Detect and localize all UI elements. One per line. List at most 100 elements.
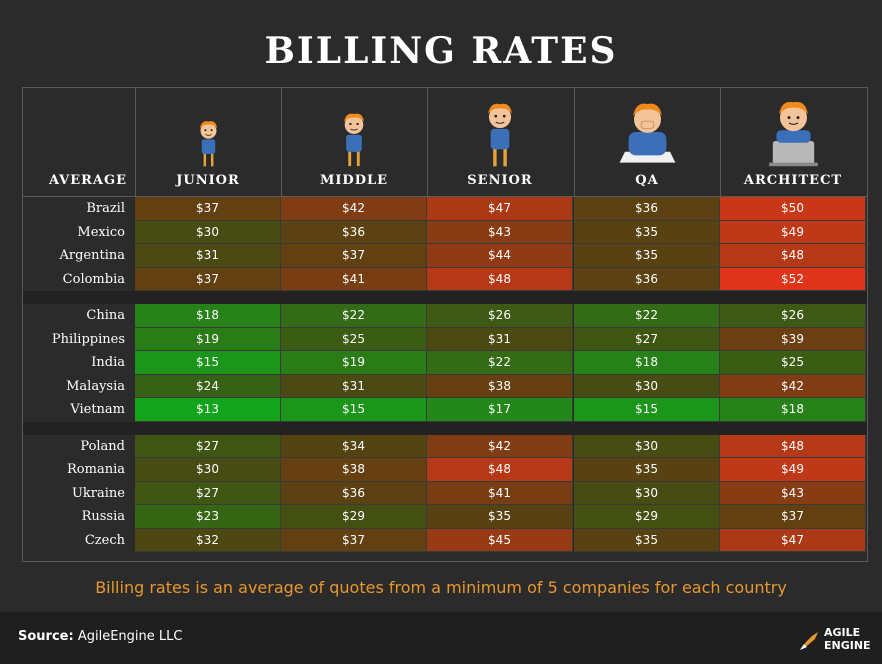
rate-cell: $27 <box>135 434 281 458</box>
row-label-malaysia: Malaysia <box>66 378 125 394</box>
rate-cell: $22 <box>427 351 573 375</box>
rate-cell: $19 <box>135 327 281 351</box>
rate-cell: $18 <box>135 304 281 328</box>
row-label-india: India <box>91 355 125 370</box>
rate-cell: $19 <box>281 351 427 375</box>
rate-cell: $49 <box>720 458 866 482</box>
rate-cell: $45 <box>427 528 573 552</box>
rate-cell: $30 <box>135 458 281 482</box>
rate-cell: $39 <box>720 327 866 351</box>
rate-cell: $27 <box>135 481 281 505</box>
rate-cell: $37 <box>135 197 281 221</box>
rate-cell: $42 <box>720 374 866 398</box>
row-label-czech: Czech <box>84 532 125 548</box>
header-divider <box>427 88 428 196</box>
logo-line-2: ENGINE <box>824 639 871 652</box>
rate-cell: $29 <box>574 505 720 529</box>
rate-cell: $31 <box>281 374 427 398</box>
row-label-brazil: Brazil <box>86 201 125 216</box>
rate-cell: $18 <box>574 351 720 375</box>
rate-cell: $41 <box>427 481 573 505</box>
header-divider <box>135 88 136 196</box>
rate-cell: $44 <box>427 244 573 268</box>
row-header-label: AVERAGE <box>48 173 128 188</box>
rate-cell: $26 <box>720 304 866 328</box>
rate-cell: $48 <box>720 434 866 458</box>
rate-cell: $41 <box>281 267 427 291</box>
row-label-argentina: Argentina <box>59 248 126 263</box>
rate-cell: $17 <box>427 398 573 422</box>
row-label-ukraine: Ukraine <box>71 485 125 501</box>
rate-cell: $36 <box>281 220 427 244</box>
rate-cell: $49 <box>720 220 866 244</box>
rate-cell: $48 <box>427 458 573 482</box>
rate-cell: $36 <box>574 197 720 221</box>
rate-cell: $42 <box>281 197 427 221</box>
rate-cell: $47 <box>720 528 866 552</box>
rate-cell: $18 <box>720 398 866 422</box>
source-value: AgileEngine LLC <box>77 629 183 644</box>
column-header-qa: QA <box>635 173 659 188</box>
rate-cell: $48 <box>720 244 866 268</box>
avatar-senior-icon <box>488 103 512 167</box>
rate-cell: $37 <box>281 528 427 552</box>
logo-line-1: AGILE <box>824 626 861 639</box>
rate-cell: $35 <box>574 458 720 482</box>
row-label-philippines: Philippines <box>51 331 125 347</box>
rate-cell: $30 <box>574 434 720 458</box>
rate-cell: $31 <box>427 327 573 351</box>
avatar-junior-icon <box>199 121 217 167</box>
column-header-middle: MIDDLE <box>319 173 389 188</box>
rate-cell: $29 <box>281 505 427 529</box>
row-label-russia: Russia <box>81 509 125 524</box>
rate-cell: $30 <box>574 374 720 398</box>
rate-cell: $30 <box>135 220 281 244</box>
avatar-architect-icon <box>768 101 818 167</box>
rate-cell: $36 <box>281 481 427 505</box>
header-divider <box>574 88 575 196</box>
header-bottom-rule <box>23 196 867 197</box>
row-label-romania: Romania <box>67 462 125 477</box>
row-label-mexico: Mexico <box>77 224 125 240</box>
header-divider <box>720 88 721 196</box>
row-label-poland: Poland <box>80 438 125 454</box>
column-header-junior: JUNIOR <box>176 173 240 188</box>
rate-cell: $26 <box>427 304 573 328</box>
billing-rates-table: AVERAGE JUNIOR MIDDLE SENIOR QA ARCHITECT Bra… <box>22 87 868 562</box>
rate-cell: $13 <box>135 398 281 422</box>
rate-cell: $42 <box>427 434 573 458</box>
rate-cell: $15 <box>574 398 720 422</box>
rate-cell: $48 <box>427 267 573 291</box>
source-credit: Source: AgileEngine LLC <box>18 629 183 644</box>
rate-cell: $30 <box>574 481 720 505</box>
rate-cell: $15 <box>281 398 427 422</box>
rocket-icon <box>800 632 818 650</box>
rate-cell: $47 <box>427 197 573 221</box>
rate-cell: $37 <box>720 505 866 529</box>
rate-cell: $32 <box>135 528 281 552</box>
rate-cell: $43 <box>427 220 573 244</box>
rate-cell: $50 <box>720 197 866 221</box>
rate-cell: $37 <box>281 244 427 268</box>
row-label-colombia: Colombia <box>62 271 125 287</box>
rate-cell: $34 <box>281 434 427 458</box>
rate-cell: $38 <box>281 458 427 482</box>
rate-cell: $43 <box>720 481 866 505</box>
rate-cell: $37 <box>135 267 281 291</box>
group-separator <box>23 421 867 435</box>
rate-cell: $35 <box>427 505 573 529</box>
rate-cell: $52 <box>720 267 866 291</box>
rate-cell: $35 <box>574 220 720 244</box>
rate-cell: $36 <box>574 267 720 291</box>
rate-cell: $27 <box>574 327 720 351</box>
agile-engine-logo: AGILE ENGINE <box>798 620 871 658</box>
rate-cell: $35 <box>574 528 720 552</box>
rate-cell: $25 <box>281 327 427 351</box>
rate-cell: $23 <box>135 505 281 529</box>
rate-cell: $24 <box>135 374 281 398</box>
rate-cell: $31 <box>135 244 281 268</box>
rate-cell: $22 <box>574 304 720 328</box>
source-label: Source <box>18 629 69 644</box>
row-label-china: China <box>86 308 125 323</box>
rate-cell: $22 <box>281 304 427 328</box>
